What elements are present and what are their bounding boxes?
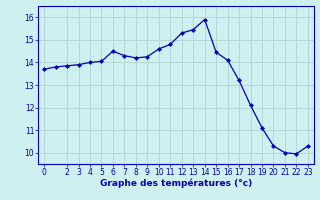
X-axis label: Graphe des températures (°c): Graphe des températures (°c) (100, 179, 252, 188)
